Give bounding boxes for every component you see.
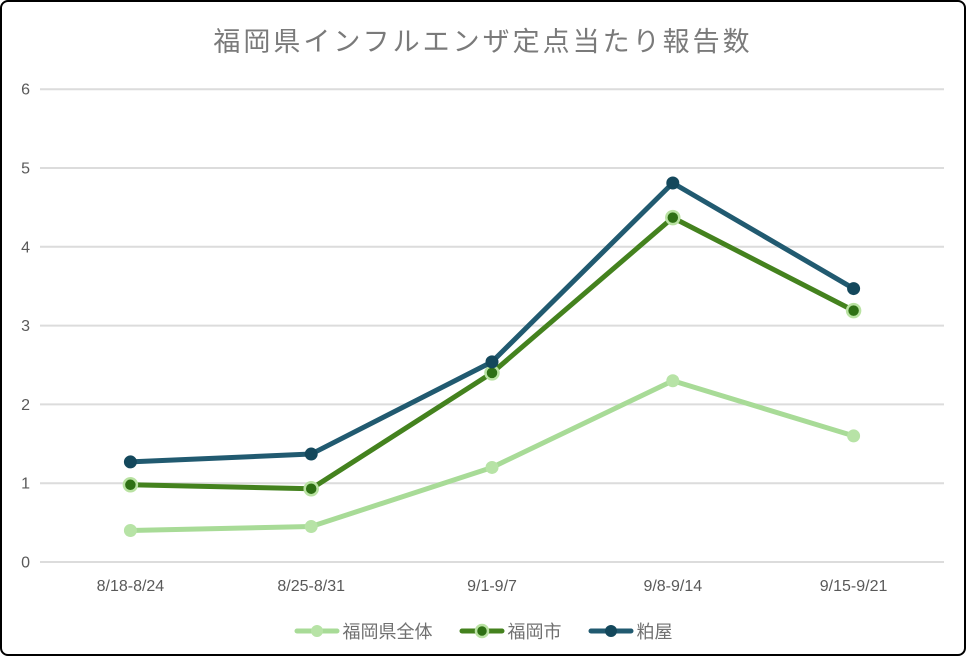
y-axis-tick-label: 3 (21, 318, 30, 335)
legend-marker-kasuya (604, 625, 617, 637)
chart-title: 福岡県インフルエンザ定点当たり報告数 (213, 27, 753, 57)
series-fukuoka-prefecture-total-point-1 (304, 520, 318, 534)
legend-item-fukuoka-prefecture-total: 福岡県全体 (294, 618, 433, 644)
x-axis-tick-label: 8/25-8/31 (277, 578, 345, 595)
legend-swatch-fukuoka-city (459, 623, 504, 639)
series-fukuoka-city (122, 209, 862, 497)
legend-swatch-kasuya (588, 625, 633, 637)
x-axis-tick-label: 9/15-9/21 (820, 578, 888, 595)
series-kasuya-point-0 (123, 455, 137, 469)
legend-item-kasuya: 粕屋 (588, 618, 673, 644)
series-fukuoka-prefecture-total-point-3 (666, 374, 680, 388)
legend-label-kasuya: 粕屋 (636, 622, 673, 642)
series-fukuoka-city-point-4 (845, 302, 862, 319)
series-fukuoka-city-point-3 (665, 209, 681, 226)
x-axis-tick-labels: 8/18-8/24 8/25-8/31 9/1-9/7 9/8-9/14 9/15-9/… (97, 578, 888, 595)
y-axis-tick-label: 0 (21, 555, 30, 572)
y-axis-tick-label: 4 (21, 239, 30, 256)
legend-label-fukuoka-prefecture-total: 福岡県全体 (342, 622, 433, 642)
series-fukuoka-prefecture-total-point-2 (485, 460, 499, 474)
series-kasuya-line (127, 180, 857, 465)
x-axis-tick-label: 9/8-9/14 (643, 578, 702, 595)
series-fukuoka-prefecture-total (123, 374, 861, 537)
chart-legend: 福岡県全体 福岡市 粕屋 (2, 618, 964, 644)
series-kasuya-point-4 (847, 282, 861, 296)
series-fukuoka-city-point-0 (122, 477, 139, 493)
x-axis-tick-label: 8/18-8/24 (97, 578, 165, 595)
y-axis-tick-label: 6 (21, 82, 30, 99)
y-axis-tick-label: 2 (21, 397, 30, 414)
legend-marker-fukuoka-prefecture-total (310, 625, 323, 637)
series-fukuoka-prefecture-total-point-4 (847, 429, 861, 443)
y-axis-tick-label: 1 (21, 476, 30, 493)
series-kasuya-point-1 (304, 447, 318, 461)
legend-swatch-fukuoka-prefecture-total (294, 625, 339, 637)
series-fukuoka-city-point-1 (303, 480, 319, 497)
series-kasuya (123, 176, 861, 469)
legend-item-fukuoka-city: 福岡市 (459, 618, 562, 644)
gridlines (40, 88, 944, 563)
legend-label-fukuoka-city: 福岡市 (507, 622, 562, 642)
y-axis-tick-label: 5 (21, 161, 30, 178)
series-fukuoka-prefecture-total-point-0 (123, 523, 137, 537)
series-kasuya-point-3 (666, 176, 680, 190)
legend-marker-fukuoka-city (474, 623, 489, 639)
series-kasuya-point-2 (485, 355, 499, 369)
y-axis-tick-labels: 0 1 2 3 4 5 6 (21, 82, 30, 572)
series-fukuoka-city-line (127, 215, 857, 492)
x-axis-tick-label: 9/1-9/7 (467, 578, 517, 595)
